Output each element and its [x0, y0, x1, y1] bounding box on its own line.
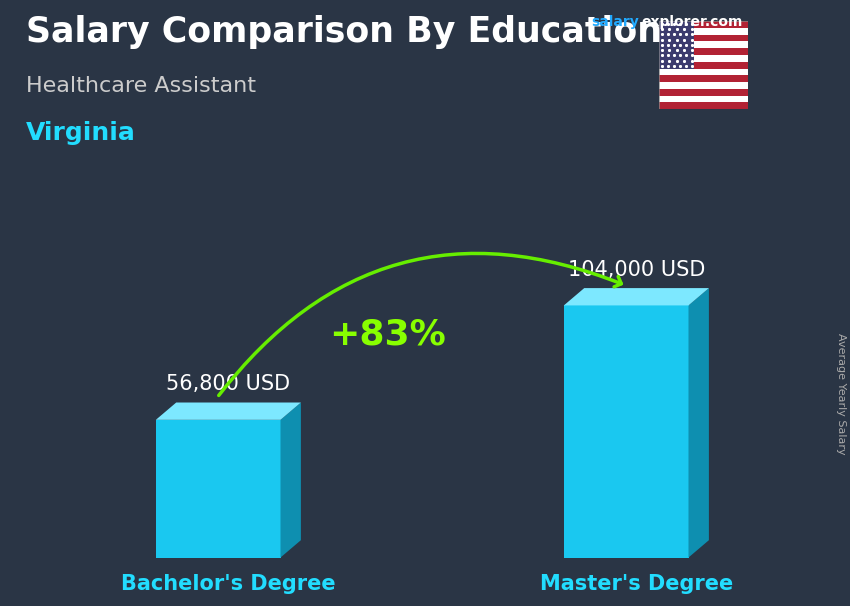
- Polygon shape: [688, 288, 709, 558]
- Bar: [659, 21, 694, 68]
- Bar: [659, 82, 748, 89]
- Bar: [659, 48, 748, 55]
- Bar: [659, 96, 748, 102]
- Text: Virginia: Virginia: [26, 121, 135, 145]
- Bar: [659, 41, 748, 48]
- Text: Average Yearly Salary: Average Yearly Salary: [836, 333, 846, 454]
- Bar: [659, 28, 748, 35]
- Text: 56,800 USD: 56,800 USD: [167, 374, 291, 394]
- Text: Salary Comparison By Education: Salary Comparison By Education: [26, 15, 661, 49]
- Polygon shape: [156, 402, 301, 420]
- Polygon shape: [280, 402, 301, 558]
- Text: salary: salary: [591, 15, 638, 29]
- Text: explorer.com: explorer.com: [642, 15, 743, 29]
- Text: Healthcare Assistant: Healthcare Assistant: [26, 76, 256, 96]
- Bar: [659, 62, 748, 68]
- Polygon shape: [156, 420, 280, 558]
- Bar: [659, 102, 748, 109]
- Text: +83%: +83%: [329, 318, 446, 351]
- Text: 104,000 USD: 104,000 USD: [568, 259, 705, 279]
- Polygon shape: [564, 305, 689, 558]
- Bar: [659, 21, 748, 28]
- Polygon shape: [564, 288, 709, 305]
- Bar: [659, 35, 748, 41]
- Bar: [659, 68, 748, 75]
- Bar: [659, 75, 748, 82]
- Bar: [659, 55, 748, 62]
- Bar: [659, 89, 748, 96]
